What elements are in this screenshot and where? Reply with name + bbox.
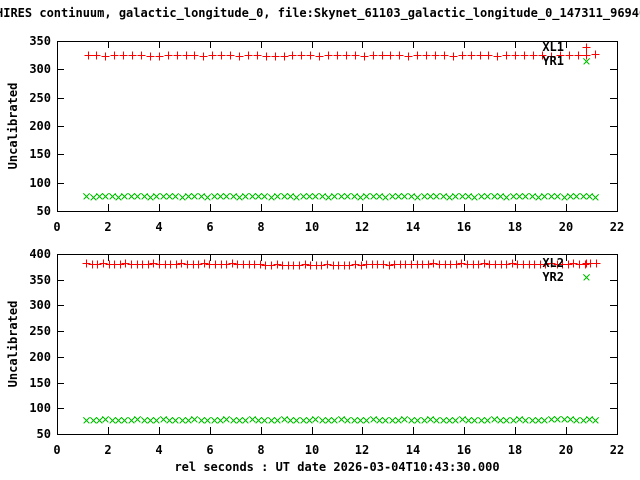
x-tick-label: 12 [355, 443, 369, 457]
x-tick-label: 6 [206, 220, 213, 234]
series-points-xl1 [84, 50, 600, 61]
x-tick-label: 20 [559, 443, 573, 457]
plot-panel-1: 0 2 4 6 8 10 12 14 16 18 20 22 50 100 150 200 250 300 350 [29, 34, 624, 234]
y-tick-label: 200 [29, 350, 51, 364]
x-tick-label: 12 [355, 220, 369, 234]
x-tick-label: 14 [406, 443, 420, 457]
y-tick-label: 100 [29, 401, 51, 415]
y-tick-label: 400 [29, 247, 51, 261]
x-tick-label: 14 [406, 220, 420, 234]
x-tick-label: 4 [155, 220, 162, 234]
legend-label-xl2: XL2 [542, 256, 564, 270]
x-tick-label: 16 [457, 220, 471, 234]
x-tick-label: 20 [559, 220, 573, 234]
series-points-xl2 [82, 259, 601, 270]
legend-sample-xl2 [582, 259, 591, 268]
legend-label-yr2: YR2 [542, 270, 564, 284]
y-tick-label: 300 [29, 62, 51, 76]
axis-ticks [57, 41, 618, 212]
y-tick-label: 300 [29, 298, 51, 312]
plot-border [57, 254, 618, 435]
plot-panel-2: 0 2 4 6 8 10 12 14 16 18 20 22 50 100 150 200 250 300 350 4… [29, 247, 624, 457]
y-tick-label: 100 [29, 176, 51, 190]
y-tick-label: 150 [29, 147, 51, 161]
y-tick-label: 150 [29, 376, 51, 390]
x-tick-label: 18 [508, 443, 522, 457]
x-tick-label: 8 [257, 443, 264, 457]
x-tick-label: 16 [457, 443, 471, 457]
y-tick-label: 200 [29, 119, 51, 133]
x-tick-label: 4 [155, 443, 162, 457]
legend-label-yr1: YR1 [542, 54, 564, 68]
x-tick-label: 0 [53, 443, 60, 457]
x-tick-label: 22 [610, 443, 624, 457]
x-tick-label: 22 [610, 220, 624, 234]
x-tick-label: 8 [257, 220, 264, 234]
x-tick-label: 2 [104, 443, 111, 457]
legend-sample-xl1 [582, 43, 591, 52]
x-tick-label: 18 [508, 220, 522, 234]
y-tick-label: 50 [37, 427, 51, 441]
y-tick-label: 350 [29, 34, 51, 48]
legend-sample-yr1 [583, 58, 590, 65]
y-tick-label: 250 [29, 91, 51, 105]
x-tick-label: 10 [305, 220, 319, 234]
y-axis-label-panel2: Uncalibrated [6, 300, 20, 388]
y-tick-label: 50 [37, 204, 51, 218]
legend-label-xl1: XL1 [542, 40, 564, 54]
series-points-yr2 [83, 416, 599, 424]
plot-border [57, 41, 618, 212]
series-points-yr1 [83, 193, 599, 201]
x-tick-label: 6 [206, 443, 213, 457]
x-tick-label: 0 [53, 220, 60, 234]
chart-title: HIRES continuum, galactic_longitude_0, f… [0, 6, 640, 20]
axis-ticks [57, 254, 618, 435]
legend-sample-yr2 [583, 274, 590, 281]
x-axis-label: rel seconds : UT date 2026-03-04T10:43:3… [174, 460, 500, 474]
x-tick-label: 2 [104, 220, 111, 234]
y-axis-label-panel1: Uncalibrated [6, 82, 20, 170]
y-tick-label: 250 [29, 324, 51, 338]
y-tick-label: 350 [29, 273, 51, 287]
x-tick-label: 10 [305, 443, 319, 457]
